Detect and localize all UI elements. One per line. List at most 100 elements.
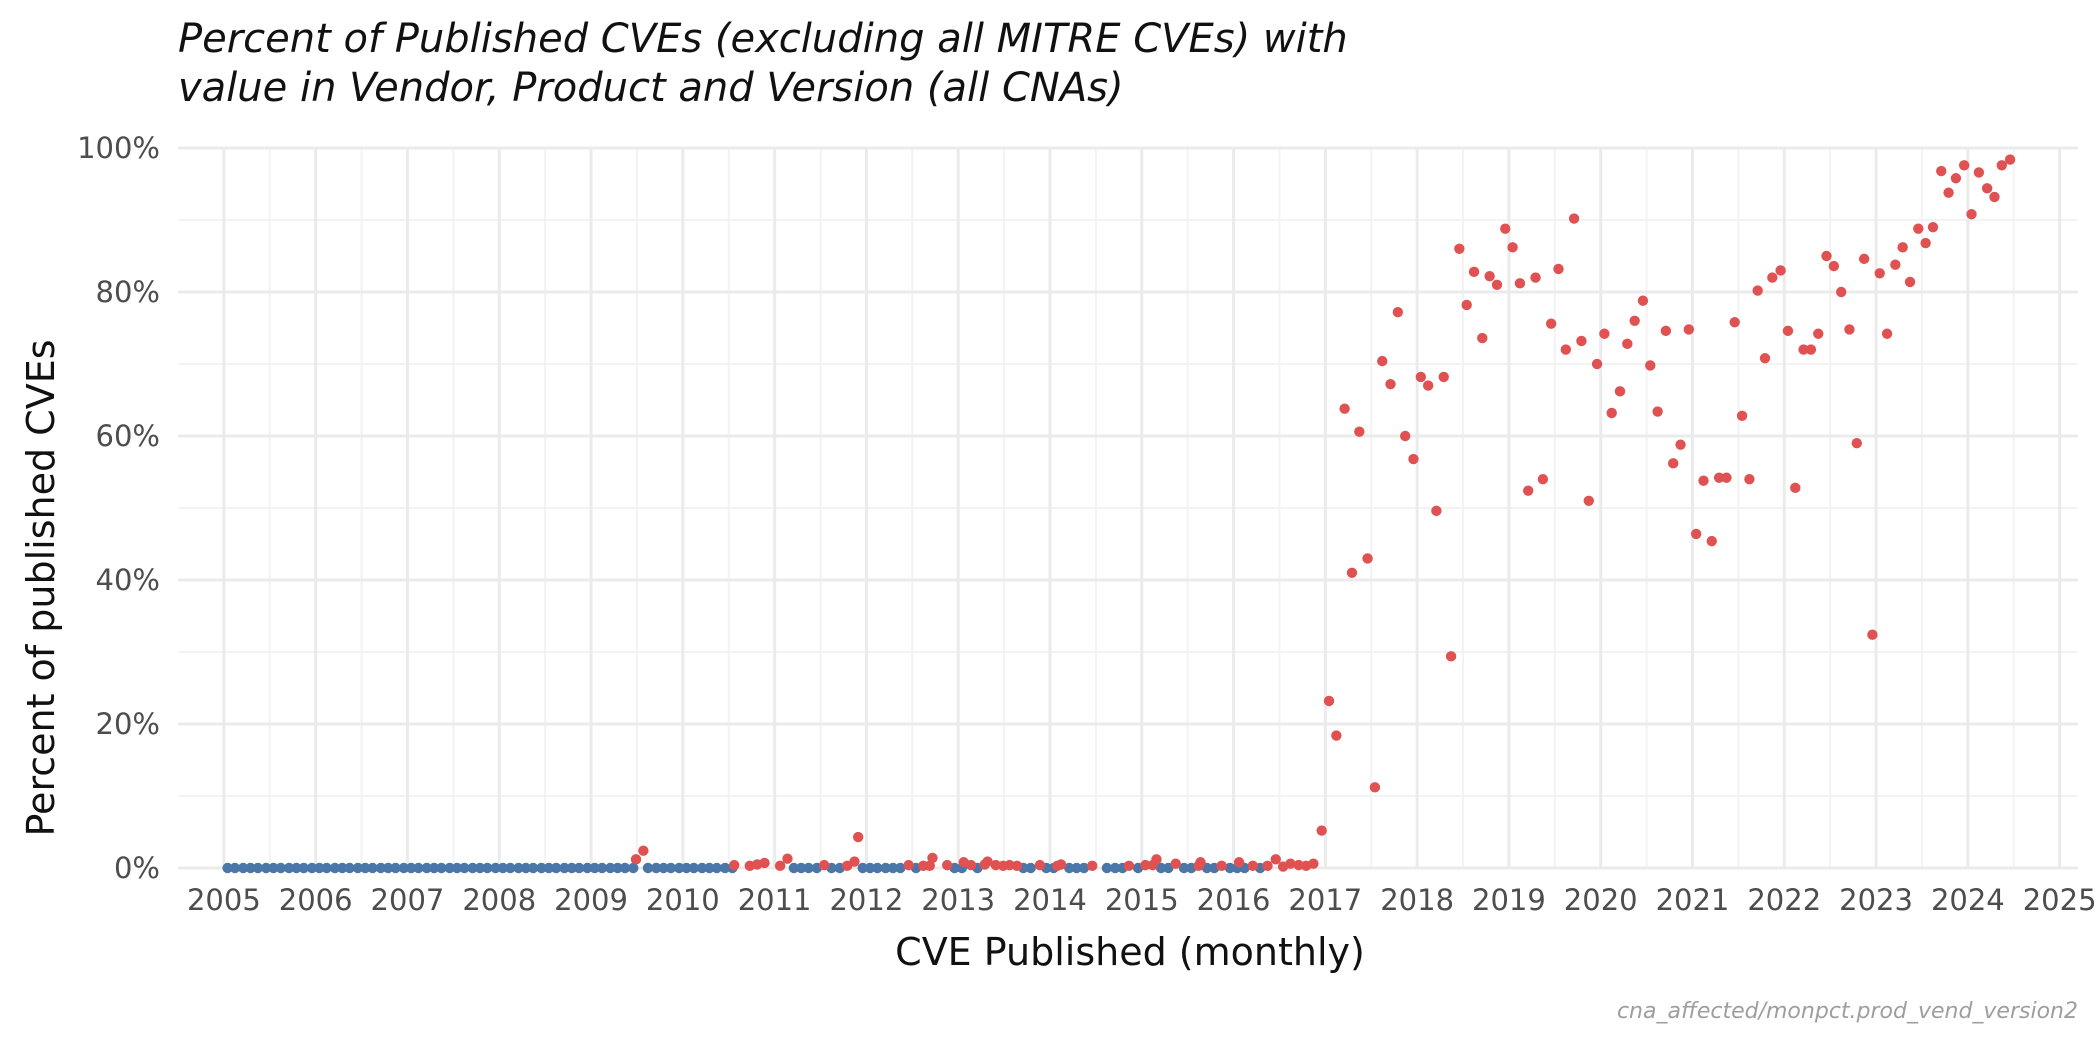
data-point (337, 862, 348, 874)
data-point (1782, 325, 1794, 337)
data-point (1491, 279, 1503, 290)
data-point (658, 862, 669, 874)
data-point (490, 862, 501, 874)
data-point (1721, 472, 1732, 483)
data-point (1392, 306, 1404, 318)
data-point (1331, 730, 1342, 741)
data-point (857, 862, 868, 874)
x-tick-label: 2009 (554, 883, 628, 917)
data-point (1576, 335, 1587, 347)
data-point (1828, 260, 1840, 272)
data-point (1690, 528, 1702, 540)
data-point (941, 859, 953, 871)
data-point (619, 862, 631, 874)
data-point (1629, 315, 1640, 326)
data-point (1468, 266, 1480, 278)
data-point (1195, 857, 1206, 868)
x-tick-label: 2025 (2023, 883, 2097, 917)
data-point (398, 862, 409, 874)
data-point (382, 862, 394, 874)
data-point (796, 862, 807, 874)
data-point (1123, 860, 1135, 872)
data-point (451, 862, 463, 874)
data-point (1927, 222, 1939, 233)
x-tick-label: 2016 (1197, 883, 1271, 917)
data-point (1537, 474, 1549, 485)
data-point (1744, 474, 1755, 485)
x-tick-label: 2023 (1839, 883, 1913, 917)
data-point (605, 862, 616, 874)
data-point (1913, 223, 1924, 234)
data-point (1652, 406, 1663, 417)
x-tick-label: 2006 (279, 883, 353, 917)
data-point (1858, 253, 1870, 265)
x-tick-label: 2020 (1564, 883, 1638, 917)
data-point (237, 862, 249, 874)
data-point (222, 862, 233, 874)
data-point (1078, 862, 1090, 874)
data-point (459, 862, 470, 874)
data-point (314, 862, 325, 874)
data-point (1568, 213, 1580, 224)
data-point (421, 862, 432, 874)
data-point (1170, 858, 1181, 869)
x-tick-label: 2010 (646, 883, 720, 917)
data-point (1622, 338, 1633, 350)
data-point (1216, 860, 1227, 872)
data-point (1408, 453, 1419, 465)
x-tick-label: 2019 (1472, 883, 1546, 917)
data-point (1454, 243, 1465, 254)
x-tick-label: 2011 (738, 883, 812, 917)
data-point (642, 862, 654, 874)
data-point (375, 862, 387, 874)
data-point (1362, 553, 1373, 564)
data-point (849, 856, 860, 867)
data-point (1660, 325, 1672, 337)
data-point (245, 862, 256, 874)
data-point (665, 862, 677, 874)
data-point (1973, 167, 1985, 178)
data-point (329, 862, 341, 874)
data-point (1683, 324, 1695, 335)
y-tick-label: 20% (96, 707, 160, 741)
data-point (497, 862, 509, 874)
data-point (1936, 165, 1947, 177)
x-tick-label: 2024 (1931, 883, 2005, 917)
data-point (536, 862, 547, 874)
data-point (1775, 265, 1786, 276)
y-tick-label: 100% (77, 131, 160, 165)
data-point (1805, 344, 1817, 355)
data-point (1369, 782, 1381, 793)
data-point (1881, 328, 1893, 339)
data-point (924, 860, 935, 872)
x-tick-label: 2018 (1380, 883, 1454, 917)
data-point (367, 862, 378, 874)
data-point (390, 862, 401, 874)
data-point (1790, 482, 1801, 494)
data-point (927, 852, 938, 864)
data-point (543, 862, 555, 874)
data-point (1645, 360, 1656, 371)
data-point (681, 862, 692, 874)
data-point (1981, 183, 1993, 194)
data-point (782, 853, 793, 864)
data-point (1668, 458, 1679, 469)
data-point (352, 862, 364, 874)
data-point (428, 862, 440, 874)
data-point (719, 862, 731, 874)
data-point (1285, 858, 1296, 869)
data-point (852, 831, 864, 843)
data-point (1233, 857, 1245, 868)
data-point (260, 862, 272, 874)
data-point (1835, 286, 1847, 298)
data-point (1996, 160, 2008, 171)
data-point (1599, 328, 1610, 339)
data-point (1514, 278, 1526, 289)
x-tick-label: 2014 (1013, 883, 1087, 917)
data-point (1025, 862, 1036, 874)
data-point (528, 862, 539, 874)
data-point (1461, 299, 1472, 311)
chart-title-line-1: Percent of Published CVEs (excluding all… (178, 16, 1348, 62)
data-point (1484, 270, 1495, 282)
y-tick-label: 60% (96, 419, 160, 453)
